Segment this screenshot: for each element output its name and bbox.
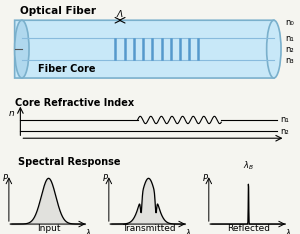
Text: Core Refractive Index: Core Refractive Index <box>15 98 134 108</box>
Text: Spectral Response: Spectral Response <box>18 157 120 167</box>
Text: λ: λ <box>186 229 191 234</box>
Ellipse shape <box>15 20 29 78</box>
Text: n₀: n₀ <box>285 18 294 27</box>
Text: n₂: n₂ <box>280 127 289 136</box>
Text: n₁: n₁ <box>280 115 289 124</box>
Text: P: P <box>2 174 8 183</box>
Text: $\lambda_B$: $\lambda_B$ <box>243 160 254 172</box>
Text: Optical Fiber: Optical Fiber <box>20 6 96 16</box>
Text: Fiber Core: Fiber Core <box>38 64 95 74</box>
Ellipse shape <box>267 20 281 78</box>
Text: λ: λ <box>86 229 91 234</box>
Text: n: n <box>9 109 15 118</box>
Text: P: P <box>202 174 207 183</box>
Text: Transmitted: Transmitted <box>122 224 175 233</box>
Text: Reflected: Reflected <box>227 224 270 233</box>
Text: n₁: n₁ <box>285 33 294 43</box>
FancyBboxPatch shape <box>15 20 274 78</box>
Text: Λ: Λ <box>117 10 123 19</box>
Text: Input: Input <box>37 224 60 233</box>
Text: n₃: n₃ <box>285 56 294 65</box>
Text: n₂: n₂ <box>285 45 294 54</box>
Text: λ: λ <box>286 229 291 234</box>
Text: P: P <box>102 174 107 183</box>
